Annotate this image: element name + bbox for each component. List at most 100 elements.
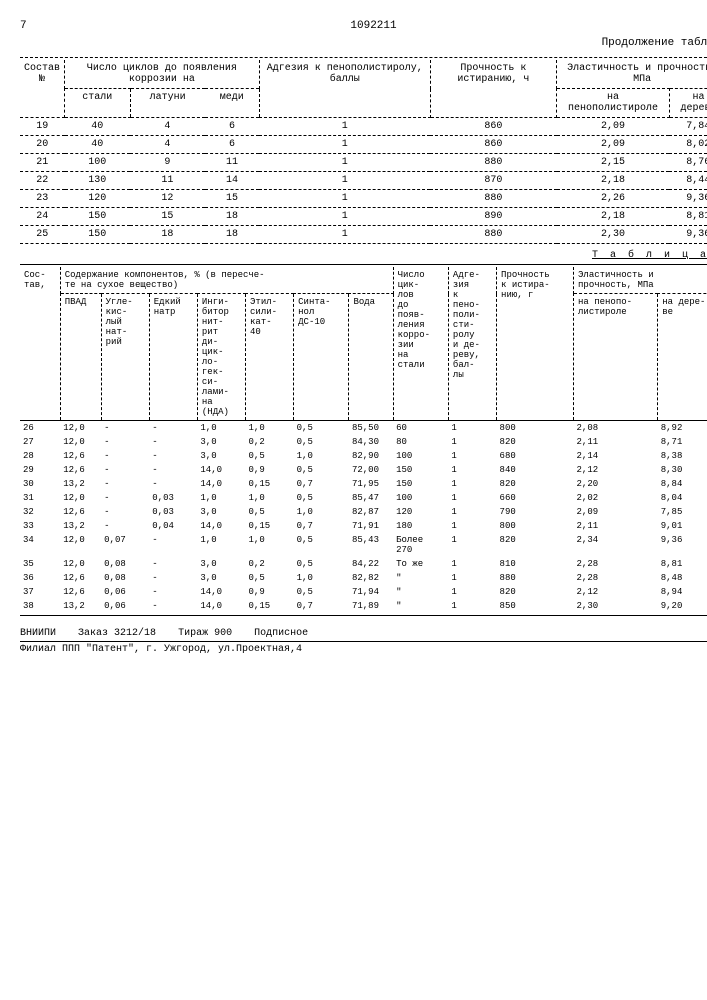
cell: 21 [20, 154, 65, 172]
cell: 31 [20, 491, 60, 505]
table-row: 2612,0--1,01,00,585,506018002,088,92 [20, 421, 707, 435]
cell: 1 [448, 505, 496, 519]
cell: 880 [497, 571, 574, 585]
cell: 120 [65, 190, 131, 208]
table-row: 2912,6--14,00,90,572,0015018402,128,30 [20, 463, 707, 477]
cell: 680 [497, 449, 574, 463]
cell: - [149, 599, 197, 613]
cell: 2,30 [557, 226, 670, 244]
cell: 84,22 [349, 557, 393, 571]
cell: 19 [20, 118, 65, 136]
cell: 8,81 [658, 557, 707, 571]
cell: 12,0 [60, 421, 101, 435]
cell: - [149, 477, 197, 491]
cell: 0,5 [246, 449, 294, 463]
cell: 12,6 [60, 505, 101, 519]
col-elast-group: Эластичность и прочность, МПа [557, 60, 707, 89]
cell: 1,0 [294, 571, 349, 585]
cell: 2,34 [574, 533, 658, 557]
col-medi: меди [205, 89, 260, 118]
table-row: 3712,60,06-14,00,90,571,94"18202,128,94 [20, 585, 707, 599]
cell: 880 [430, 190, 557, 208]
cell: 0,15 [246, 519, 294, 533]
cell: 1 [448, 571, 496, 585]
cell: 36 [20, 571, 60, 585]
cell: 12,0 [60, 491, 101, 505]
cell: 26 [20, 421, 60, 435]
cell: 0,03 [149, 505, 197, 519]
cell: 84,30 [349, 435, 393, 449]
cell: - [149, 463, 197, 477]
cell: 1,0 [246, 421, 294, 435]
cell: 820 [497, 477, 574, 491]
cell: 150 [393, 477, 448, 491]
cell: 820 [497, 435, 574, 449]
t3-sostav: Сос- тав, [20, 267, 60, 421]
cell: - [101, 435, 149, 449]
cell: 29 [20, 463, 60, 477]
t3-etil: Этил- сили- кат- 40 [246, 294, 294, 421]
cell: 12,6 [60, 571, 101, 585]
cell: 3,0 [197, 435, 245, 449]
cell: 7,84 [669, 118, 707, 136]
table-row: 22130111418702,188,44 [20, 172, 707, 190]
table-row: 24150151818902,188,81 [20, 208, 707, 226]
cell: 1 [259, 136, 430, 154]
cell: 11 [205, 154, 260, 172]
table-row: 25150181818802,309,36 [20, 226, 707, 244]
cell: 7,85 [658, 505, 707, 519]
cell: 8,84 [658, 477, 707, 491]
cell: 0,5 [294, 585, 349, 599]
cell: - [149, 533, 197, 557]
cell: 2,26 [557, 190, 670, 208]
col-sostav: Состав № [20, 60, 65, 118]
cell: 9 [130, 154, 205, 172]
cell: 150 [65, 226, 131, 244]
cell: 1 [448, 519, 496, 533]
cell: 9,36 [669, 190, 707, 208]
cell: 1 [259, 172, 430, 190]
cell: 0,5 [294, 435, 349, 449]
cell: - [149, 421, 197, 435]
cell: 0,08 [101, 571, 149, 585]
cell: 2,15 [557, 154, 670, 172]
cell: 880 [430, 226, 557, 244]
cell: 2,20 [574, 477, 658, 491]
cell: 0,5 [294, 557, 349, 571]
cell: 2,08 [574, 421, 658, 435]
cell: 9,36 [658, 533, 707, 557]
cell: 2,09 [557, 118, 670, 136]
cell: 12,6 [60, 463, 101, 477]
cell: 1 [448, 421, 496, 435]
cell: 660 [497, 491, 574, 505]
cell: 1 [448, 599, 496, 613]
cell: 1,0 [246, 533, 294, 557]
cell: 860 [430, 136, 557, 154]
t3-proch: Прочность к истира- нию, г [497, 267, 574, 421]
cell: 15 [205, 190, 260, 208]
cell: - [101, 463, 149, 477]
cell: 3,0 [197, 571, 245, 585]
cell: 35 [20, 557, 60, 571]
cell: Более 270 [393, 533, 448, 557]
cell: 0,5 [294, 421, 349, 435]
cell: 1,0 [197, 421, 245, 435]
cell: 37 [20, 585, 60, 599]
cell: 14,0 [197, 519, 245, 533]
cell: 8,81 [669, 208, 707, 226]
t3-sinta: Синта- нол ДС-10 [294, 294, 349, 421]
cell: 3,0 [197, 449, 245, 463]
cell: 800 [497, 421, 574, 435]
table-row: 19404618602,097,84 [20, 118, 707, 136]
cell: 85,50 [349, 421, 393, 435]
page-left: 7 [20, 20, 27, 32]
cell: 40 [65, 136, 131, 154]
cell: 840 [497, 463, 574, 477]
cell: - [101, 421, 149, 435]
cell: 820 [497, 533, 574, 557]
cell: 0,5 [246, 505, 294, 519]
cell: 2,14 [574, 449, 658, 463]
t3-cycles: Число цик- лов до появ- ления корро- зии… [393, 267, 448, 421]
table-row: 3412,00,07-1,01,00,585,43Более 27018202,… [20, 533, 707, 557]
cell: 8,04 [658, 491, 707, 505]
